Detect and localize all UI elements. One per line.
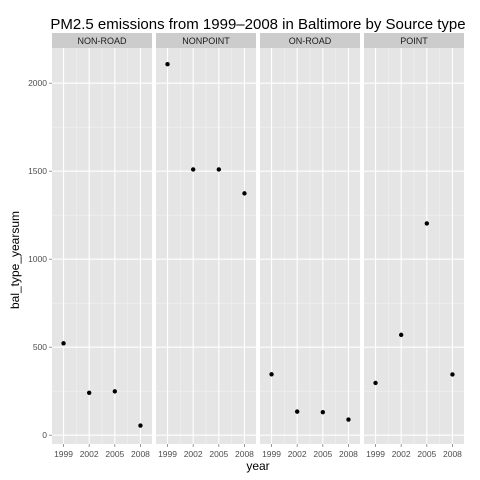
x-tick-label: 1999 bbox=[366, 449, 385, 459]
x-tick-label: 1999 bbox=[158, 449, 177, 459]
x-tick-label: 2002 bbox=[392, 449, 411, 459]
data-point bbox=[138, 423, 143, 428]
x-tick-label: 2002 bbox=[184, 449, 203, 459]
x-tick-label: 2008 bbox=[131, 449, 150, 459]
facet-strip bbox=[364, 33, 464, 48]
data-point bbox=[424, 221, 430, 226]
data-point bbox=[112, 389, 118, 394]
facet-panel: NON-ROAD 1999 2002 2005 2008 bbox=[52, 33, 152, 459]
data-point bbox=[216, 167, 222, 172]
x-tick-label: 2005 bbox=[209, 449, 228, 459]
x-tick-label: 2002 bbox=[80, 449, 99, 459]
x-tick-label: 2008 bbox=[443, 449, 462, 459]
chart-title: PM2.5 emissions from 1999–2008 in Baltim… bbox=[50, 16, 465, 33]
data-point bbox=[190, 167, 196, 172]
x-tick-label: 2008 bbox=[339, 449, 358, 459]
y-tick-label: 500 bbox=[33, 342, 47, 352]
data-point bbox=[320, 409, 326, 415]
x-tick-label: 2005 bbox=[105, 449, 124, 459]
y-tick-label: 2000 bbox=[28, 78, 47, 88]
data-point bbox=[86, 390, 92, 395]
facet-strip-label: POINT bbox=[400, 36, 428, 46]
x-tick-label: 2008 bbox=[235, 449, 254, 459]
y-tick-label: 1000 bbox=[28, 254, 47, 264]
x-axis-title: year bbox=[246, 459, 269, 473]
facet-strip bbox=[156, 33, 256, 48]
data-point bbox=[450, 372, 455, 377]
y-tick-label: 1500 bbox=[28, 166, 47, 176]
facet-panel: ON-ROAD 1999 2002 2005 2008 bbox=[260, 33, 360, 459]
y-axis-title: bal_type_yearsum bbox=[8, 211, 22, 309]
data-point bbox=[346, 417, 351, 422]
facet-strip bbox=[260, 33, 360, 48]
x-tick-label: 2005 bbox=[417, 449, 436, 459]
y-axis: 0 500 1000 1500 2000 bbox=[28, 78, 52, 440]
facet-strip bbox=[52, 33, 152, 48]
facet-strip-label: NONPOINT bbox=[182, 36, 230, 46]
facet-strip-label: NON-ROAD bbox=[78, 36, 127, 46]
data-point bbox=[165, 61, 170, 67]
facet-strip-label: ON-ROAD bbox=[289, 36, 332, 46]
x-tick-label: 1999 bbox=[54, 449, 73, 459]
data-point bbox=[373, 380, 378, 386]
x-tick-label: 2005 bbox=[313, 449, 332, 459]
facet-panel: POINT 1999 2002 2005 2008 bbox=[364, 33, 464, 459]
x-tick-label: 1999 bbox=[262, 449, 281, 459]
data-point bbox=[269, 372, 274, 377]
data-point bbox=[61, 341, 66, 346]
data-point bbox=[242, 191, 247, 196]
data-point bbox=[294, 409, 300, 414]
facet-panels: NON-ROAD 1999 2002 2005 2008 NONPOINT 1999 2002… bbox=[52, 33, 464, 459]
data-point bbox=[398, 332, 404, 338]
facet-panel: NONPOINT 1999 2002 2005 2008 bbox=[156, 33, 256, 459]
x-tick-label: 2002 bbox=[288, 449, 307, 459]
y-tick-label: 0 bbox=[42, 430, 47, 440]
